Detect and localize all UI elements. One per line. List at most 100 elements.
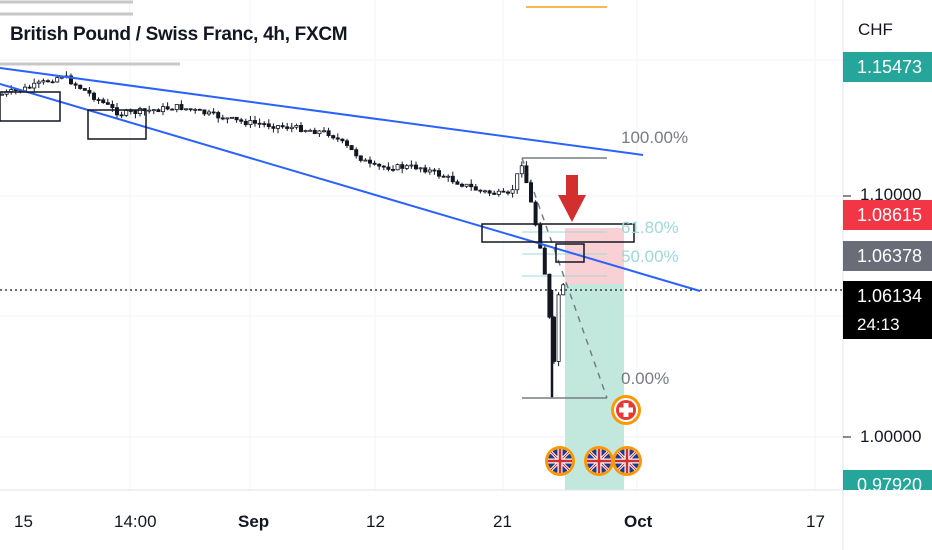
candle-body xyxy=(354,149,359,157)
candle-body xyxy=(174,104,179,110)
candle-body xyxy=(197,108,202,111)
candles[interactable] xyxy=(0,71,566,398)
candle-body xyxy=(395,164,400,171)
candle-body xyxy=(46,80,51,83)
candle-body xyxy=(492,192,497,195)
candle-body xyxy=(119,114,124,117)
candle-body xyxy=(496,190,501,195)
candle-body xyxy=(151,109,156,112)
candle-body xyxy=(317,130,322,135)
candle-body xyxy=(478,189,483,192)
candle-body xyxy=(367,159,372,164)
chart-title: British Pound / Swiss Franc, 4h, FXCM xyxy=(10,24,348,45)
currency-label: CHF xyxy=(858,20,893,39)
candle-body xyxy=(289,126,294,129)
time-axis-label: Sep xyxy=(238,512,270,531)
candle-body xyxy=(55,77,60,83)
zone-boxes[interactable] xyxy=(0,91,635,263)
candle-body xyxy=(69,75,74,85)
candle-body xyxy=(519,165,524,175)
candle-body xyxy=(331,135,336,139)
down-arrow-icon[interactable] xyxy=(558,175,586,222)
candle-body xyxy=(78,84,83,89)
candle-body xyxy=(266,123,271,128)
candle-body xyxy=(556,294,561,362)
candle-body xyxy=(446,175,451,178)
bar-countdown: 24:13 xyxy=(843,311,932,339)
fib-label-100: 100.00% xyxy=(621,128,688,147)
candle-body xyxy=(340,138,345,142)
candle-body xyxy=(482,190,487,193)
candle-body xyxy=(386,166,391,170)
candle-body xyxy=(524,165,529,184)
candle-body xyxy=(271,126,276,129)
candle-body xyxy=(427,169,432,173)
candle-body xyxy=(280,125,285,128)
uk-flag-icon xyxy=(612,446,642,476)
candle-body xyxy=(321,130,326,133)
candle-body xyxy=(400,164,405,169)
price-axis-label: 1.00000 xyxy=(860,427,922,446)
top-price-tag[interactable]: 1.15473 xyxy=(843,52,932,82)
candle-body xyxy=(529,182,534,203)
candle-body xyxy=(469,183,474,188)
candle-body xyxy=(133,110,138,114)
candle-body xyxy=(234,116,239,121)
candle-body xyxy=(248,120,253,126)
candle-body xyxy=(183,108,188,111)
candle-body xyxy=(275,125,280,129)
swiss-flag-icon xyxy=(611,395,641,425)
candle-body xyxy=(432,169,437,172)
candle-body xyxy=(50,81,55,84)
last-price-tag[interactable]: 1.06134 xyxy=(843,281,932,311)
candle-body xyxy=(137,108,142,114)
candle-body xyxy=(455,181,460,185)
time-axis-label: 12 xyxy=(366,512,385,531)
candle-body xyxy=(115,107,120,116)
candle-body xyxy=(82,88,87,91)
candle-body xyxy=(87,89,92,94)
candle-body xyxy=(147,109,152,112)
candle-body xyxy=(326,130,331,136)
candle-body xyxy=(349,145,354,151)
candle-body xyxy=(312,129,317,135)
fib-label-618: 61.80% xyxy=(621,218,679,237)
upper-trendline[interactable] xyxy=(0,67,644,156)
candle-body xyxy=(538,224,543,249)
candle-body xyxy=(473,186,478,191)
candle-body xyxy=(165,106,170,110)
candle-body xyxy=(515,173,520,191)
candle-body xyxy=(413,164,418,170)
candle-body xyxy=(211,111,216,114)
candle-body xyxy=(202,109,207,115)
candle-body xyxy=(220,117,225,120)
loss-zone[interactable] xyxy=(565,228,624,284)
candle-body xyxy=(533,201,538,226)
candle-body xyxy=(377,163,382,167)
candle-body xyxy=(252,120,257,124)
candle-body xyxy=(160,106,165,113)
fibonacci-retracement[interactable] xyxy=(521,157,608,399)
candle-body xyxy=(105,102,110,105)
candle-body xyxy=(459,183,464,187)
time-axis-label: 21 xyxy=(493,512,512,531)
candle-body xyxy=(0,93,4,96)
candle-body xyxy=(510,189,515,194)
entry-price-tag[interactable]: 1.06378 xyxy=(843,241,932,271)
uk-flag-icon xyxy=(545,446,575,476)
candle-body xyxy=(404,165,409,169)
candle-body xyxy=(170,108,175,111)
candle-body xyxy=(436,170,441,177)
candle-body xyxy=(542,247,547,275)
candle-body xyxy=(358,155,363,161)
target-price-tag[interactable]: 0.97920 xyxy=(843,470,932,490)
candle-body xyxy=(73,83,78,86)
event-markers[interactable] xyxy=(545,395,642,476)
drawing-artifacts[interactable] xyxy=(0,0,607,66)
candle-body xyxy=(344,140,349,146)
candle-body xyxy=(409,164,414,167)
candle-body xyxy=(96,99,101,101)
stop-price-tag[interactable]: 1.08615 xyxy=(843,200,932,230)
candle-body xyxy=(423,167,428,173)
